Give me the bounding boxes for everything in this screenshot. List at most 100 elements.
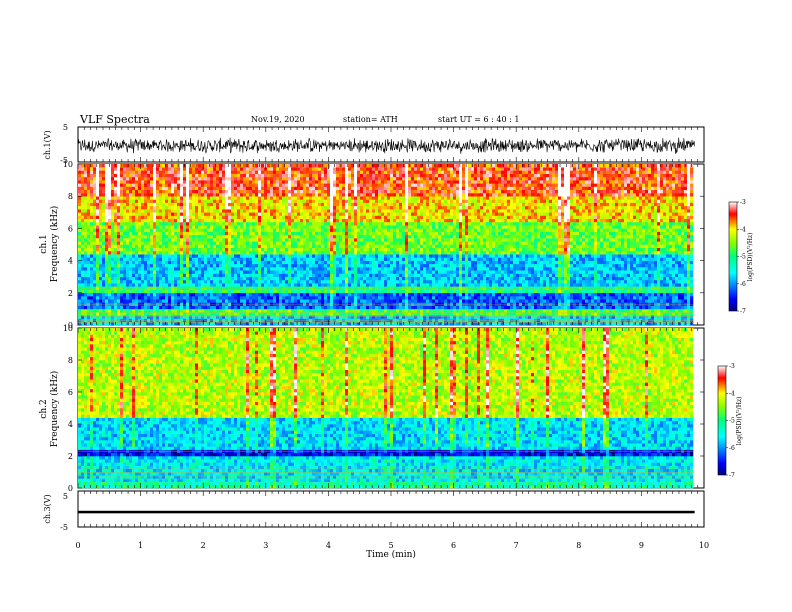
spectrogram-cell (252, 244, 256, 248)
spectrogram-cell (333, 270, 337, 274)
spectrogram-cell (234, 180, 238, 184)
spectrogram-cell (267, 222, 271, 226)
spectrogram-cell (315, 257, 319, 261)
spectrogram-cell (285, 241, 289, 245)
spectrogram-cell (357, 302, 361, 306)
spectrogram-cell (132, 263, 136, 268)
spectrogram-cell (129, 225, 133, 229)
spectrogram-cell (273, 238, 277, 242)
spectrogram-cell (198, 305, 202, 310)
spectrogram-cell (354, 247, 358, 252)
spectrogram-cell (243, 244, 247, 248)
spectrogram-cell (363, 247, 367, 252)
spectrogram-cell (246, 218, 250, 223)
spectrogram-cell (117, 199, 121, 203)
spectrogram-cell (318, 196, 322, 200)
spectrogram-cell (243, 180, 247, 184)
spectrogram-cell (291, 222, 295, 226)
spectrogram-cell (237, 283, 241, 287)
spectrogram-cell (120, 228, 124, 232)
spectrogram-cell (309, 260, 313, 265)
spectrogram-cell (258, 193, 262, 197)
spectrogram-cell (183, 176, 187, 181)
spectrogram-cell (96, 263, 100, 268)
spectrogram-cell (303, 244, 307, 248)
spectrogram-cell (174, 209, 178, 213)
spectrogram-cell (135, 321, 139, 326)
spectrogram-cell (156, 279, 160, 284)
spectrogram-cell (267, 173, 271, 178)
spectrogram-cell (225, 241, 229, 245)
spectrogram-cell (213, 205, 217, 210)
spectrogram-cell (324, 238, 328, 242)
spectrogram-cell (327, 199, 331, 203)
spectrogram-cell (309, 180, 313, 184)
spectrogram-cell (108, 231, 112, 236)
spectrogram-cell (342, 222, 346, 226)
spectrogram-cell (279, 276, 283, 281)
spectrogram-cell (147, 296, 151, 300)
spectrogram-cell (327, 234, 331, 239)
spectrogram-cell (87, 167, 91, 171)
spectrogram-cell (180, 321, 184, 326)
spectrogram-cell (213, 273, 217, 277)
spectrogram-cell (291, 263, 295, 268)
spectrogram-cell (84, 164, 88, 168)
spectrogram-cell (117, 254, 121, 258)
spectrogram-cell (273, 308, 277, 313)
spectrogram-cell (111, 270, 115, 274)
spectrogram-cell (153, 212, 157, 216)
spectrogram-cell (294, 302, 298, 306)
spectrogram-cell (300, 292, 304, 297)
spectrogram-cell (336, 305, 340, 310)
spectrogram-cell (177, 296, 181, 300)
spectrogram-cell (339, 250, 343, 255)
spectrogram-cell (87, 312, 91, 316)
spectrogram-cell (87, 250, 91, 255)
spectrogram-cell (102, 183, 106, 187)
spectrogram-cell (327, 176, 331, 181)
spectrogram-cell (279, 299, 283, 303)
spectrogram-cell (183, 215, 187, 219)
spectrogram-cell (123, 164, 127, 168)
spectrogram-cell (105, 241, 109, 245)
spectrogram-cell (138, 170, 142, 174)
spectrogram-cell (318, 212, 322, 216)
spectrogram-cell (360, 257, 364, 261)
spectrogram-cell (354, 193, 358, 197)
spectrogram-cell (246, 189, 250, 194)
spectrogram-cell (243, 205, 247, 210)
spectrogram-cell (222, 308, 226, 313)
spectrogram-cell (84, 222, 88, 226)
spectrogram-cell (216, 305, 220, 310)
spectrogram-cell (267, 176, 271, 181)
spectrogram-cell (144, 225, 148, 229)
spectrogram-cell (354, 260, 358, 265)
spectrogram-cell (210, 209, 214, 213)
spectrogram-cell (138, 241, 142, 245)
spectrogram-cell (177, 234, 181, 239)
spectrogram-cell (339, 170, 343, 174)
spectrogram-cell (348, 305, 352, 310)
spectrogram-cell (297, 218, 301, 223)
spectrogram-cell (228, 218, 232, 223)
spectrogram-cell (108, 302, 112, 306)
spectrogram-cell (180, 180, 184, 184)
spectrogram-cell (129, 247, 133, 252)
spectrogram-cell (207, 196, 211, 200)
spectrogram-cell (228, 186, 232, 190)
spectrogram-cell (132, 234, 136, 239)
spectrogram-cell (249, 228, 253, 232)
spectrogram-cell (195, 312, 199, 316)
spectrogram-cell (162, 173, 166, 178)
spectrogram-cell (216, 228, 220, 232)
spectrogram-cell (114, 199, 118, 203)
spectrogram-cell (165, 234, 169, 239)
spectrogram-cell (270, 205, 274, 210)
spectrogram-cell (147, 270, 151, 274)
spectrogram-cell (342, 183, 346, 187)
spectrogram-cell (201, 279, 205, 284)
spectrogram-cell (327, 218, 331, 223)
spectrogram-cell (324, 164, 328, 168)
spectrogram-cell (177, 250, 181, 255)
